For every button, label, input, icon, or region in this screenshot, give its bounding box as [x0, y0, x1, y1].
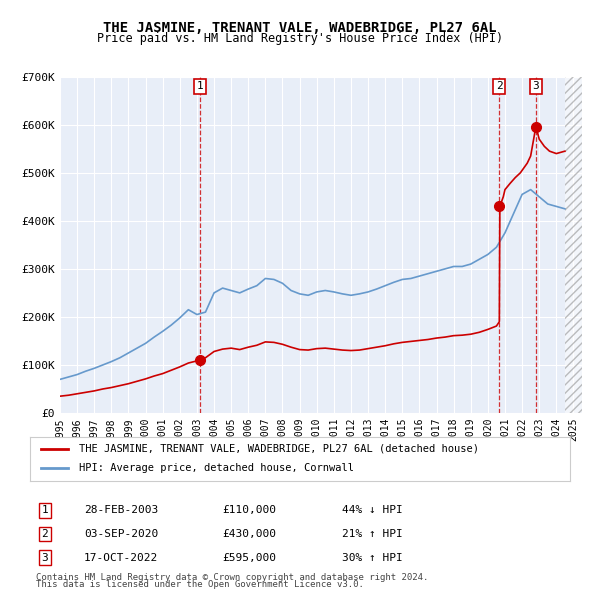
Text: 1: 1 [41, 506, 49, 515]
Text: THE JASMINE, TRENANT VALE, WADEBRIDGE, PL27 6AL: THE JASMINE, TRENANT VALE, WADEBRIDGE, P… [103, 21, 497, 35]
Text: 2: 2 [41, 529, 49, 539]
Bar [565, 77, 582, 413]
Text: 3: 3 [532, 81, 539, 91]
Text: 17-OCT-2022: 17-OCT-2022 [84, 553, 158, 562]
Text: Contains HM Land Registry data © Crown copyright and database right 2024.: Contains HM Land Registry data © Crown c… [36, 572, 428, 582]
Text: 21% ↑ HPI: 21% ↑ HPI [342, 529, 403, 539]
Text: 30% ↑ HPI: 30% ↑ HPI [342, 553, 403, 562]
Text: £595,000: £595,000 [222, 553, 276, 562]
Text: THE JASMINE, TRENANT VALE, WADEBRIDGE, PL27 6AL (detached house): THE JASMINE, TRENANT VALE, WADEBRIDGE, P… [79, 444, 479, 454]
Text: HPI: Average price, detached house, Cornwall: HPI: Average price, detached house, Corn… [79, 464, 353, 473]
Text: £110,000: £110,000 [222, 506, 276, 515]
Text: 3: 3 [41, 553, 49, 562]
Text: Price paid vs. HM Land Registry's House Price Index (HPI): Price paid vs. HM Land Registry's House … [97, 32, 503, 45]
Text: £430,000: £430,000 [222, 529, 276, 539]
Text: 28-FEB-2003: 28-FEB-2003 [84, 506, 158, 515]
Text: 03-SEP-2020: 03-SEP-2020 [84, 529, 158, 539]
Text: 1: 1 [196, 81, 203, 91]
Text: 2: 2 [496, 81, 503, 91]
Text: This data is licensed under the Open Government Licence v3.0.: This data is licensed under the Open Gov… [36, 579, 364, 589]
Text: 44% ↓ HPI: 44% ↓ HPI [342, 506, 403, 515]
